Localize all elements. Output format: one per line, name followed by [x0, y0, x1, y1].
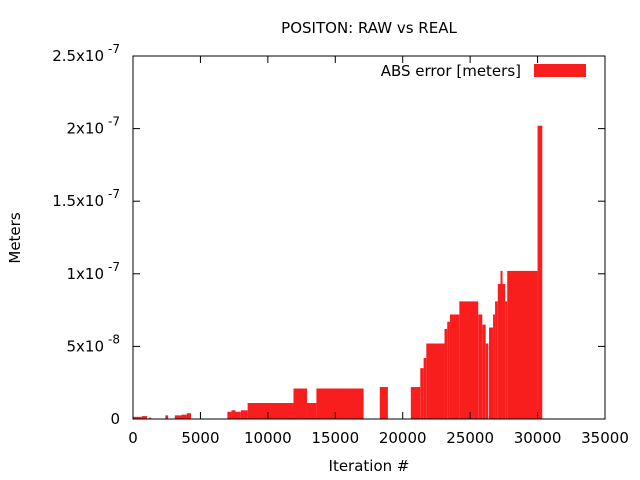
legend-label: ABS error [meters]: [381, 62, 521, 80]
data-segment-31: [500, 270, 503, 419]
y-tick-labels: 0 5x10 -8 1x10 -7 1.5x10 -7 2x10 -7 2.5x10 -7: [52, 42, 120, 428]
series-area: [133, 125, 543, 419]
data-segment-10: [240, 410, 248, 419]
data-segment-30: [497, 283, 501, 419]
data-segment-24: [478, 314, 483, 419]
data-segment-18: [423, 358, 427, 419]
data-segment-16: [410, 387, 421, 419]
data-segment-15: [379, 387, 388, 419]
legend: ABS error [meters]: [381, 62, 586, 80]
x-axis-label: Iteration #: [329, 457, 410, 475]
data-segment-23: [459, 301, 479, 419]
data-segment-26: [485, 343, 489, 419]
y-tick-label: 0: [110, 410, 120, 428]
data-segment-12: [293, 388, 307, 419]
x-tick-label: 25000: [446, 429, 494, 447]
y-tick-label: 2.5x10 -7: [52, 42, 120, 65]
data-segment-3: [165, 415, 169, 419]
data-segment-2: [149, 417, 152, 419]
y-tick-label: 1.5x10 -7: [52, 187, 120, 210]
plot-frame: [132, 55, 606, 420]
y-tick-label: 1x10 -7: [67, 260, 120, 283]
data-segment-14: [316, 388, 364, 419]
x-tick-label: 5000: [181, 429, 219, 447]
data-segment-11: [247, 403, 294, 419]
x-tick-label: 35000: [581, 429, 629, 447]
data-segment-4: [174, 415, 182, 419]
y-tick-label: 5x10 -8: [67, 332, 120, 355]
data-segment-22: [449, 314, 460, 419]
data-segment-5: [181, 414, 187, 419]
data-segment-17: [420, 368, 424, 419]
data-segment-19: [426, 343, 445, 419]
x-tick-label: 10000: [244, 429, 292, 447]
data-segment-7: [227, 411, 232, 419]
data-segment-21: [447, 321, 450, 419]
data-segment-29: [495, 301, 498, 419]
y-axis-label: Meters: [6, 212, 24, 263]
x-tick-label: 15000: [311, 429, 359, 447]
data-segment-0: [133, 416, 142, 419]
data-segment-1: [141, 416, 148, 419]
data-segment-6: [186, 413, 191, 419]
data-segment-32: [502, 283, 506, 419]
data-segment-33: [505, 301, 508, 419]
data-segment-35: [537, 125, 543, 419]
data-segment-8: [231, 410, 236, 419]
x-tick-label: 30000: [514, 429, 562, 447]
axis-ticks: [132, 55, 606, 420]
y-tick-label: 2x10 -7: [67, 115, 120, 138]
x-tick-label: 0: [128, 429, 138, 447]
legend-swatch: [534, 64, 586, 77]
x-tick-labels: 0 5000 10000 15000 20000 25000 30000 35000: [128, 429, 629, 447]
data-segment-13: [306, 403, 317, 419]
data-segment-27: [489, 327, 494, 419]
data-segment-9: [235, 411, 241, 419]
chart-title: POSITON: RAW vs REAL: [281, 19, 457, 37]
data-segment-28: [493, 314, 496, 419]
x-tick-label: 20000: [379, 429, 427, 447]
data-segment-25: [482, 324, 486, 419]
data-segment-34: [507, 270, 538, 419]
data-segment-20: [444, 328, 448, 419]
